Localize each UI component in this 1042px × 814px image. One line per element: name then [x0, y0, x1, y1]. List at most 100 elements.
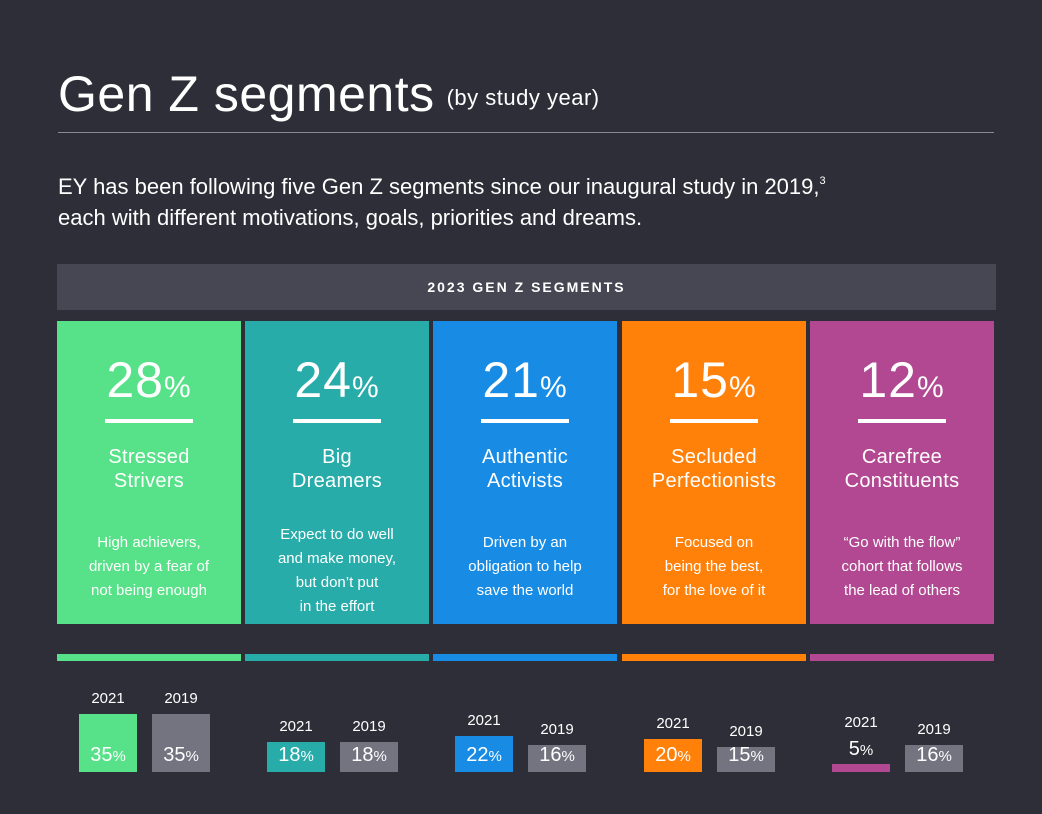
bar-value: 35% — [163, 742, 199, 772]
segment-name-line: Strivers — [113, 470, 185, 492]
percent-underline — [293, 419, 381, 423]
bar-value-number: 5 — [848, 738, 860, 760]
segments-band: 2023 GEN Z SEGMENTS — [57, 264, 996, 310]
segment-description: Expect to do well and make money, but don’… — [262, 523, 412, 619]
bar-value-sign: % — [112, 748, 126, 765]
year-label-2021: 2021 — [656, 715, 690, 732]
title-main: Gen Z segments — [58, 66, 435, 122]
bar-value: 35% — [90, 742, 126, 772]
segment-card-carefree-constituents: 12% Carefree Constituents “Go with the flow… — [810, 321, 994, 624]
year-label-2021: 2021 — [467, 712, 501, 729]
bar-value: 16% — [539, 742, 575, 772]
segment-percent-number: 15 — [671, 352, 729, 408]
bar-value: 18% — [351, 742, 387, 772]
segment-description-line: not being enough — [91, 582, 207, 599]
segment-percent-number: 12 — [859, 352, 917, 408]
segment-description-line: Expect to do well — [280, 526, 394, 543]
segment-description-line: cohort that follows — [841, 558, 963, 575]
segment-percent-sign: % — [351, 371, 380, 404]
bar-value-number: 22 — [466, 744, 489, 766]
segment-name: Authentic Activists — [445, 445, 605, 493]
bar-value: 22% — [466, 742, 502, 772]
segment-description-line: Focused on — [674, 534, 754, 551]
segment-description-line: obligation to help — [468, 558, 582, 575]
segment-name: Stressed Strivers — [69, 445, 229, 493]
segment-description-line: High achievers, — [97, 534, 201, 551]
segment-name: Big Dreamers — [257, 445, 417, 493]
segment-2023-percent: 21% — [482, 351, 567, 417]
bar-value-sign: % — [561, 748, 575, 765]
segment-description-line: driven by a fear of — [88, 558, 210, 575]
intro-line-1: EY has been following five Gen Z segment… — [58, 174, 820, 199]
intro-text: EY has been following five Gen Z segment… — [58, 166, 958, 233]
segment-description-line: Driven by an — [482, 534, 568, 551]
intro-line-2: each with different motivations, goals, … — [58, 205, 643, 230]
segment-percent-number: 24 — [294, 352, 352, 408]
bar-value: 18% — [278, 742, 314, 772]
segment-name: Carefree Constituents — [822, 445, 982, 493]
page-title: Gen Z segments (by study year) — [58, 62, 600, 130]
bar-2021-authentic-activists: 22% — [455, 736, 513, 772]
year-label-2019: 2019 — [352, 718, 386, 735]
segment-description: High achievers, driven by a fear of not be… — [74, 531, 224, 603]
bar-value: 5% — [849, 736, 873, 766]
segment-card-big-dreamers: 24% Big Dreamers Expect to do well and make … — [245, 321, 429, 624]
year-label-2019: 2019 — [164, 690, 198, 707]
segment-2023-percent: 12% — [859, 351, 944, 417]
bar-2019-authentic-activists: 16% — [528, 742, 586, 772]
segment-name-line: Activists — [486, 470, 564, 492]
segment-accent-strip — [622, 654, 806, 661]
segment-name-line: Carefree — [861, 446, 943, 468]
segment-name-line: Dreamers — [291, 470, 383, 492]
bar-value-number: 15 — [728, 744, 751, 766]
bar-value-sign: % — [373, 748, 387, 765]
segment-accent-strip — [433, 654, 617, 661]
title-subtitle: (by study year) — [446, 85, 600, 110]
year-label-2021: 2021 — [91, 690, 125, 707]
segment-percent-sign: % — [916, 371, 945, 404]
year-label-2021: 2021 — [279, 718, 313, 735]
segment-description-line: for the love of it — [662, 582, 766, 599]
bar-value-sign: % — [938, 748, 952, 765]
segment-name: Secluded Perfectionists — [634, 445, 794, 493]
bar-value-sign: % — [750, 748, 764, 765]
bar-value-number: 16 — [539, 744, 562, 766]
segment-accent-strip — [57, 654, 241, 661]
bar-value: 16% — [916, 742, 952, 772]
title-divider — [58, 132, 994, 133]
bar-2021-secluded-perfectionists: 20% — [644, 739, 702, 772]
segment-name-line: Big — [322, 446, 352, 468]
segment-card-secluded-perfectionists: 15% Secluded Perfectionists Focused on being… — [622, 321, 806, 624]
segment-percent-sign: % — [163, 371, 192, 404]
segment-percent-sign: % — [539, 371, 568, 404]
percent-underline — [670, 419, 758, 423]
bar-value-number: 35 — [90, 744, 113, 766]
segment-2023-percent: 15% — [671, 351, 756, 417]
bar-value-number: 18 — [351, 744, 374, 766]
segment-2023-percent: 24% — [294, 351, 379, 417]
bar-value: 20% — [655, 742, 691, 772]
percent-underline — [481, 419, 569, 423]
bar-value-sign: % — [488, 748, 502, 765]
segment-name-line: Perfectionists — [651, 470, 777, 492]
bar-value-sign: % — [677, 748, 691, 765]
segment-2023-percent: 28% — [106, 351, 191, 417]
bar-2019-stressed-strivers: 35% — [152, 714, 210, 772]
bar-2019-carefree-constituents: 16% — [905, 742, 963, 772]
segment-percent-sign: % — [728, 371, 757, 404]
segment-accent-strip — [245, 654, 429, 661]
segment-description-line: being the best, — [664, 558, 764, 575]
segment-description-line: and make money, — [277, 550, 397, 567]
bar-value-sign: % — [185, 748, 199, 765]
bar-2019-big-dreamers: 18% — [340, 742, 398, 772]
bar-2021-carefree-constituents: 5% — [832, 738, 890, 772]
bar-value-sign: % — [859, 742, 874, 759]
segment-name-line: Authentic — [481, 446, 569, 468]
segment-description-line: save the world — [476, 582, 574, 599]
segment-name-line: Secluded — [671, 446, 757, 468]
segment-accent-strip — [810, 654, 994, 661]
percent-underline — [858, 419, 946, 423]
bar-value-number: 16 — [916, 744, 939, 766]
segment-card-stressed-strivers: 28% Stressed Strivers High achievers, driven… — [57, 321, 241, 624]
segment-description-line: in the effort — [299, 598, 375, 615]
